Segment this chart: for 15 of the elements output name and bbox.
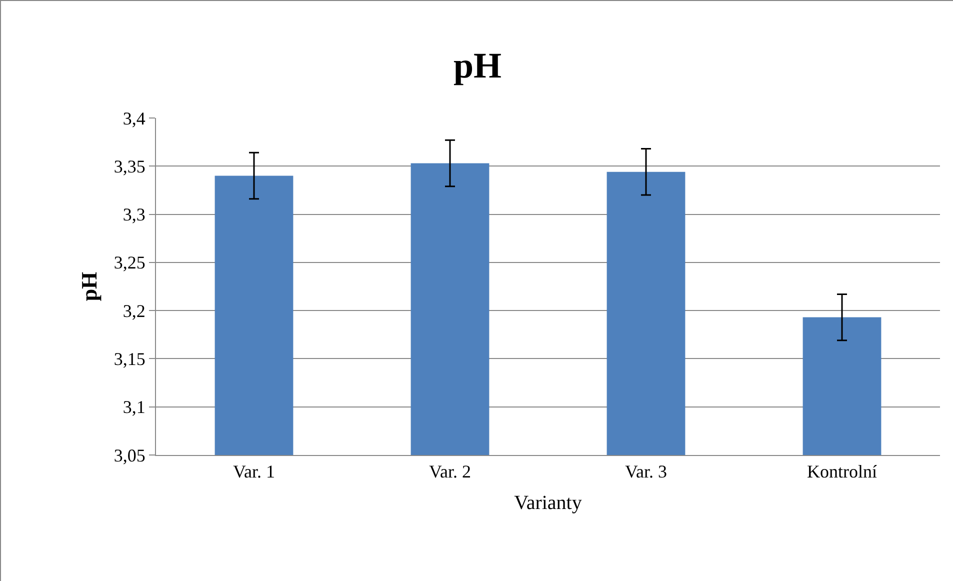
chart-title: pH <box>453 46 502 86</box>
y-tick-label: 3,4 <box>122 108 146 128</box>
y-tick-label: 3,2 <box>122 300 146 321</box>
y-tick-label: 3,25 <box>114 252 146 273</box>
x-tick-label: Var. 3 <box>625 462 667 482</box>
y-tick-label: 3,05 <box>114 445 146 466</box>
y-tick-label: 3,35 <box>114 156 146 176</box>
x-tick-label: Var. 2 <box>429 462 471 482</box>
x-tick-label: Var. 1 <box>233 462 275 482</box>
y-tick-label: 3,3 <box>122 204 146 225</box>
y-tick-label: 3,1 <box>122 397 146 418</box>
x-axis-title: Varianty <box>514 492 582 514</box>
y-axis-title: pH <box>76 272 102 302</box>
y-tick-label: 3,15 <box>114 349 146 370</box>
x-tick-label: Kontrolní <box>807 462 877 482</box>
